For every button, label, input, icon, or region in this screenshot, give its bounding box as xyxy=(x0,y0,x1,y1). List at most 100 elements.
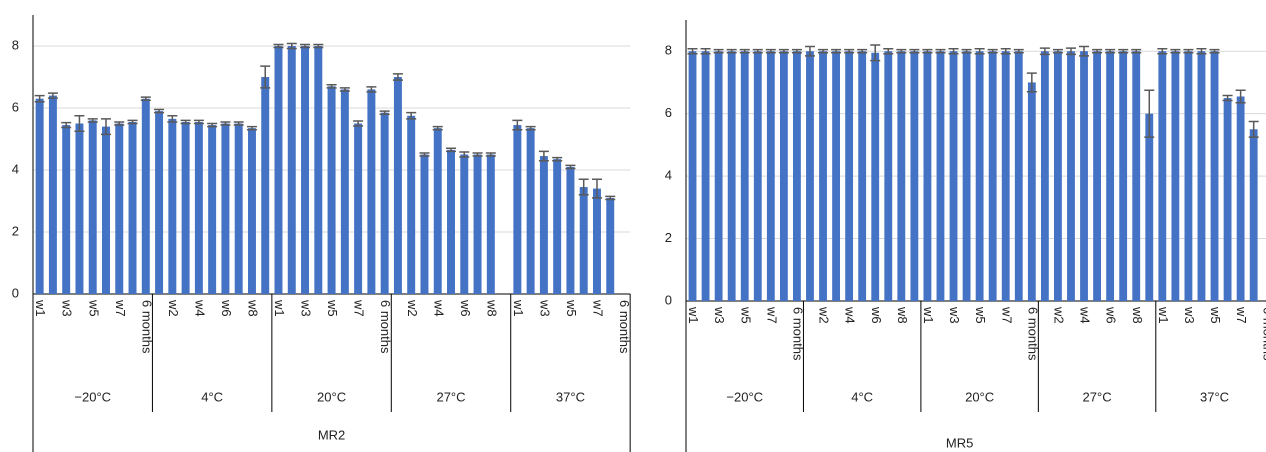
group-label: 27°C xyxy=(1083,389,1112,404)
error-bar xyxy=(1157,47,1168,55)
x-tick-label: w3 xyxy=(299,299,314,317)
bar xyxy=(1145,113,1154,302)
error-bar xyxy=(193,119,204,125)
x-tick-label: w8 xyxy=(484,299,499,317)
bar xyxy=(962,51,971,301)
bar xyxy=(1223,98,1232,301)
x-tick-label: w4 xyxy=(192,299,207,317)
x-axis-label: MR2 xyxy=(318,427,345,442)
bar xyxy=(1119,51,1128,301)
error-bar xyxy=(379,110,390,115)
error-bar xyxy=(1105,48,1116,54)
x-tick-label: w2 xyxy=(817,306,832,324)
x-tick-label: 6 months xyxy=(1260,307,1266,361)
bar xyxy=(354,123,363,294)
x-tick-label: w8 xyxy=(246,299,261,317)
error-bar xyxy=(948,47,959,55)
error-bar xyxy=(778,48,789,54)
error-bar xyxy=(909,48,920,54)
bar xyxy=(460,154,469,294)
error-bar xyxy=(326,84,337,89)
bar xyxy=(274,46,283,294)
bar xyxy=(1001,51,1010,301)
bar xyxy=(793,51,801,301)
bar xyxy=(62,125,71,294)
bar xyxy=(380,112,389,295)
error-bar xyxy=(286,42,297,50)
error-bar xyxy=(180,119,191,125)
bar xyxy=(606,197,615,294)
bar xyxy=(473,154,482,294)
bar xyxy=(779,51,788,301)
error-bar xyxy=(220,121,231,126)
bar xyxy=(1080,51,1088,301)
error-bar xyxy=(525,125,536,131)
x-tick-label: w7 xyxy=(113,299,128,317)
bar xyxy=(208,125,217,294)
bar xyxy=(579,187,588,294)
error-bar xyxy=(538,150,549,162)
error-bar xyxy=(870,44,881,62)
error-bar xyxy=(353,120,364,127)
x-tick-label: w5 xyxy=(973,306,988,324)
error-bar xyxy=(726,48,737,54)
group-label: 27°C xyxy=(436,389,465,404)
x-tick-label: w1 xyxy=(1156,306,1171,324)
x-tick-label: 6 months xyxy=(790,307,805,361)
bar xyxy=(819,51,827,301)
bar xyxy=(194,121,203,294)
bar xyxy=(88,120,97,295)
x-tick-label: w6 xyxy=(219,299,234,317)
error-bar xyxy=(1026,72,1037,93)
error-bar xyxy=(565,164,576,170)
x-tick-label: w7 xyxy=(999,306,1014,324)
error-bar xyxy=(114,121,125,126)
error-bar xyxy=(961,48,972,54)
group-label: 20°C xyxy=(965,389,994,404)
x-tick-label: w7 xyxy=(591,299,606,317)
error-bar xyxy=(1222,94,1233,102)
error-bar xyxy=(831,48,842,54)
error-bar xyxy=(1209,48,1220,54)
bar xyxy=(923,51,932,301)
x-tick-label: w7 xyxy=(764,306,779,324)
bar xyxy=(975,51,984,301)
bar xyxy=(1027,82,1036,301)
y-tick-label: 4 xyxy=(12,161,19,176)
error-bar xyxy=(752,48,763,54)
error-bar xyxy=(765,48,776,54)
x-tick-label: w4 xyxy=(1078,306,1093,324)
bar xyxy=(301,46,310,294)
x-tick-label: w2 xyxy=(1051,306,1066,324)
error-bar xyxy=(700,47,711,55)
error-bar xyxy=(1065,47,1076,56)
group-label: −20°C xyxy=(74,389,111,404)
bar xyxy=(287,46,296,294)
x-tick-label: w8 xyxy=(1130,306,1145,324)
bar xyxy=(858,51,867,301)
x-tick-label: w4 xyxy=(843,306,858,324)
error-bar xyxy=(446,147,457,153)
error-bar xyxy=(883,47,894,55)
x-tick-label: w1 xyxy=(511,299,526,317)
y-tick-label: 8 xyxy=(12,37,19,52)
bar xyxy=(832,51,840,301)
x-tick-label: w2 xyxy=(405,299,420,317)
error-bar xyxy=(233,121,244,126)
y-tick-label: 8 xyxy=(665,43,672,58)
bar xyxy=(871,52,880,302)
bar xyxy=(949,51,958,301)
x-axis-label: MR5 xyxy=(946,435,973,450)
y-tick-label: 0 xyxy=(12,285,19,300)
bar xyxy=(1158,51,1167,301)
x-tick-label: w8 xyxy=(895,306,910,324)
error-bar xyxy=(974,47,985,55)
bar xyxy=(393,77,402,294)
y-tick-label: 6 xyxy=(665,105,672,120)
x-tick-label: w7 xyxy=(352,299,367,317)
x-tick-label: w1 xyxy=(33,299,48,317)
x-tick-label: w3 xyxy=(947,306,962,324)
error-bar xyxy=(472,152,483,157)
error-bar xyxy=(1235,89,1246,104)
